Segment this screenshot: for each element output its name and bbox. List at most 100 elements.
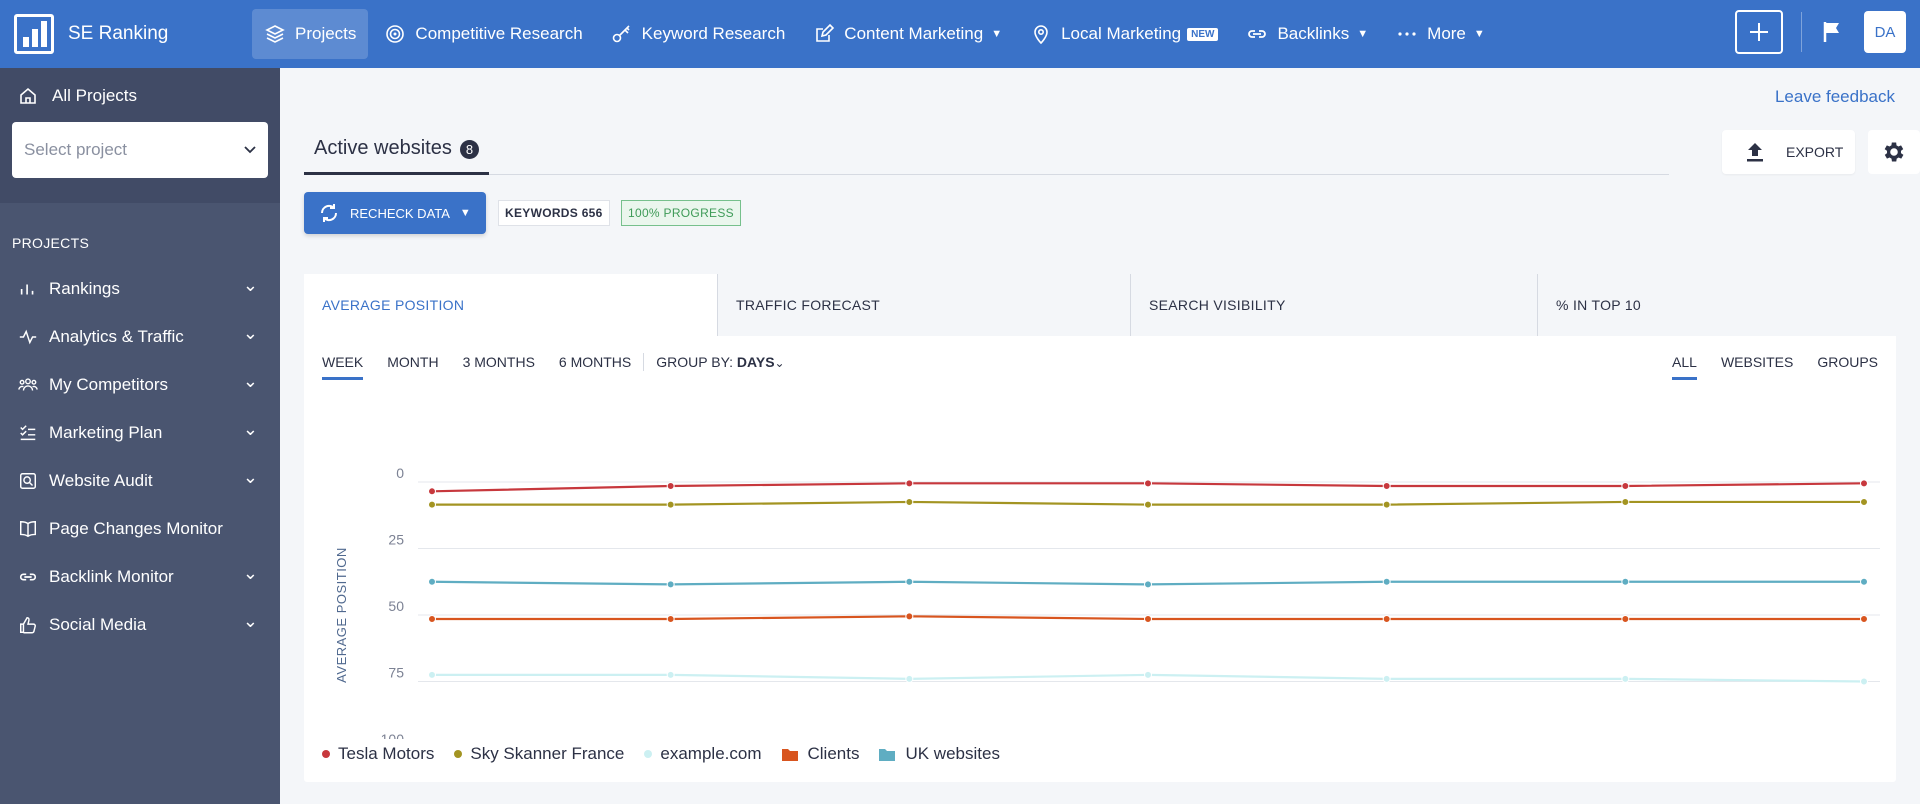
data-point[interactable]: [1860, 677, 1868, 686]
target-icon: [386, 25, 405, 43]
keywords-badge: KEYWORDS 656: [498, 200, 610, 226]
data-point[interactable]: [1621, 577, 1630, 586]
project-select[interactable]: Select project: [12, 122, 268, 178]
data-point[interactable]: [1144, 580, 1152, 589]
sidebar-item-backlink-monitor[interactable]: Backlink Monitor ⌄: [0, 553, 280, 601]
app-logo[interactable]: SE Ranking: [0, 0, 252, 68]
chevron-down-icon: ⌄: [242, 610, 258, 631]
nav-item-competitive-research[interactable]: Competitive Research: [372, 9, 594, 59]
nav-item-keyword-research[interactable]: Keyword Research: [599, 9, 798, 59]
settings-button[interactable]: [1868, 130, 1920, 174]
flag-icon[interactable]: [1820, 20, 1844, 44]
y-axis-label: AVERAGE POSITION: [334, 547, 349, 683]
y-tick-label: 75: [388, 665, 404, 681]
add-button[interactable]: [1735, 10, 1783, 54]
refresh-icon: [320, 204, 338, 222]
data-point[interactable]: [428, 500, 436, 509]
sidebar-item-label: Rankings: [49, 279, 120, 298]
data-point[interactable]: [1621, 497, 1630, 506]
checklist-icon: [20, 425, 36, 441]
data-point[interactable]: [666, 500, 675, 509]
data-point[interactable]: [1860, 577, 1868, 586]
legend-item[interactable]: example.com: [644, 744, 762, 764]
data-point[interactable]: [428, 670, 436, 679]
legend-item[interactable]: Sky Skanner France: [454, 744, 624, 764]
key-icon: [612, 25, 630, 43]
data-point[interactable]: [1382, 500, 1391, 509]
data-point[interactable]: [1144, 479, 1152, 488]
view-selector: ALL WEBSITES GROUPS: [1648, 354, 1878, 380]
bar-chart-icon: [20, 284, 34, 295]
activity-icon: [19, 329, 37, 345]
tab-label: Active websites: [314, 137, 452, 159]
legend-item[interactable]: Clients: [781, 744, 859, 764]
data-point[interactable]: [428, 614, 436, 623]
group-by-dropdown[interactable]: GROUP BY: DAYS⌄: [656, 354, 784, 380]
data-point[interactable]: [905, 497, 914, 506]
period-option[interactable]: 6 MONTHS: [558, 354, 632, 370]
sidebar-item-analytics-traffic[interactable]: Analytics & Traffic ⌄: [0, 313, 280, 361]
tab-active-websites[interactable]: Active websites 8: [304, 137, 490, 175]
all-projects-link[interactable]: All Projects: [18, 86, 268, 106]
view-option[interactable]: GROUPS: [1817, 354, 1878, 370]
data-point[interactable]: [1144, 670, 1152, 679]
nav-item-backlinks[interactable]: Backlinks ▼: [1234, 9, 1380, 59]
data-point[interactable]: [905, 612, 914, 621]
data-point[interactable]: [1860, 479, 1868, 488]
app-name: SE Ranking: [68, 23, 169, 44]
data-point[interactable]: [666, 670, 675, 679]
leave-feedback-link[interactable]: Leave feedback: [1774, 87, 1895, 106]
legend-item[interactable]: UK websites: [879, 744, 1000, 764]
metric-tab-2[interactable]: TRAFFIC FORECAST: [717, 274, 1130, 336]
view-option[interactable]: ALL: [1672, 354, 1697, 380]
data-point[interactable]: [1621, 614, 1630, 623]
data-point[interactable]: [1382, 577, 1391, 586]
metric-tab-4[interactable]: % IN TOP 10: [1537, 274, 1896, 336]
sidebar-item-website-audit[interactable]: Website Audit ⌄: [0, 457, 280, 505]
data-point[interactable]: [428, 487, 436, 496]
data-point[interactable]: [905, 674, 914, 683]
sidebar-item-page-changes-monitor[interactable]: Page Changes Monitor: [0, 505, 280, 553]
data-point[interactable]: [1382, 481, 1391, 490]
sidebar: All Projects Select project PROJECTS Ran…: [0, 68, 280, 804]
data-point[interactable]: [905, 479, 914, 488]
metric-tab-1[interactable]: AVERAGE POSITION: [304, 274, 717, 336]
sidebar-item-rankings[interactable]: Rankings ⌄: [0, 265, 280, 313]
data-point[interactable]: [1621, 481, 1630, 490]
sidebar-item-marketing-plan[interactable]: Marketing Plan ⌄: [0, 409, 280, 457]
sidebar-item-my-competitors[interactable]: My Competitors ⌄: [0, 361, 280, 409]
nav-item-more[interactable]: More ▼: [1384, 9, 1497, 59]
legend-item[interactable]: Tesla Motors: [322, 744, 434, 764]
top-navigation-bar: SE Ranking Projects Competitive Research K…: [0, 0, 1920, 68]
user-avatar[interactable]: DA: [1864, 11, 1906, 53]
recheck-data-button[interactable]: RECHECK DATA ▼: [304, 192, 486, 234]
metric-tab-3[interactable]: SEARCH VISIBILITY: [1130, 274, 1537, 336]
data-point[interactable]: [1144, 500, 1152, 509]
data-point[interactable]: [1860, 614, 1868, 623]
period-option[interactable]: WEEK: [322, 354, 364, 380]
export-button[interactable]: EXPORT: [1722, 130, 1855, 174]
sidebar-item-social-media[interactable]: Social Media ⌄: [0, 601, 280, 649]
nav-item-local-marketing[interactable]: Local Marketing NEW: [1018, 9, 1230, 59]
data-point[interactable]: [428, 577, 436, 586]
period-option[interactable]: 3 MONTHS: [462, 354, 535, 370]
data-point[interactable]: [905, 577, 914, 586]
nav-item-content-marketing[interactable]: Content Marketing ▼: [801, 9, 1014, 59]
count-badge: 8: [459, 140, 480, 159]
data-point[interactable]: [1382, 614, 1391, 623]
view-option[interactable]: WEBSITES: [1720, 354, 1794, 370]
nav-item-projects[interactable]: Projects: [252, 9, 369, 59]
data-point[interactable]: [1144, 614, 1152, 623]
data-point[interactable]: [1621, 674, 1630, 683]
chevron-down-icon: ⌄: [242, 562, 258, 583]
y-tick-label: 100: [381, 731, 405, 739]
data-point[interactable]: [666, 481, 675, 490]
chevron-down-icon: ⌄: [242, 418, 258, 439]
layers-icon: [265, 25, 285, 43]
data-point[interactable]: [666, 580, 675, 589]
data-point[interactable]: [666, 614, 675, 623]
data-point[interactable]: [1382, 674, 1391, 683]
period-option[interactable]: MONTH: [387, 354, 439, 370]
main-nav: Projects Competitive Research Keyword Rese…: [252, 0, 1501, 68]
data-point[interactable]: [1860, 497, 1868, 506]
